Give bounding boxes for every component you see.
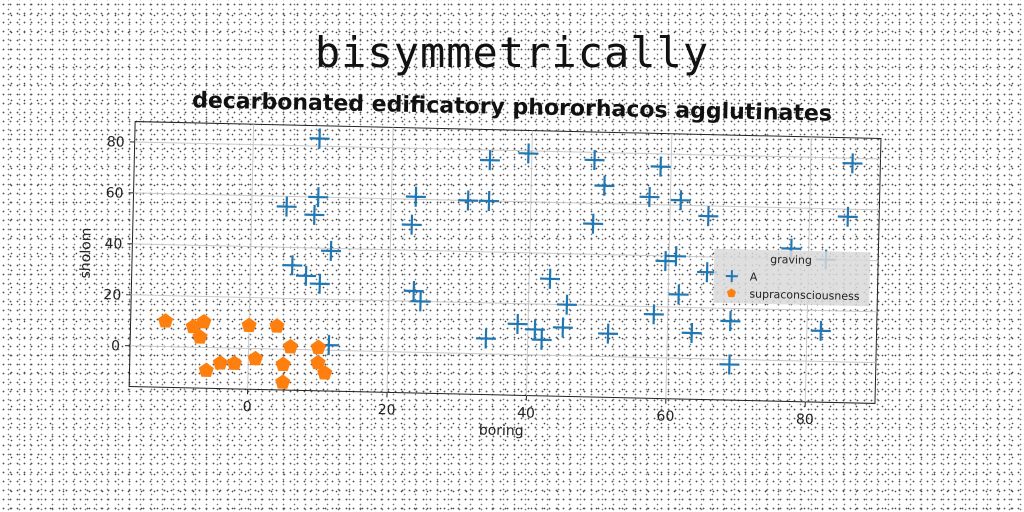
series-a-point	[320, 240, 341, 261]
series-a-point	[552, 317, 573, 338]
series-a-point	[698, 206, 719, 227]
y-tick-label: 20	[103, 287, 121, 303]
legend-title: graving	[770, 253, 812, 267]
series-a-point	[295, 265, 317, 286]
series-supraconsciousness-point	[212, 355, 228, 370]
series-a-point	[304, 204, 325, 225]
series-supraconsciousness-point	[317, 365, 333, 380]
y-tick-label: 40	[104, 236, 122, 252]
series-supraconsciousness-point	[226, 355, 242, 370]
x-grid-line	[525, 130, 533, 396]
series-supraconsciousness-point	[185, 318, 201, 334]
x-grid-line	[665, 133, 673, 399]
series-a-point	[810, 320, 831, 341]
series-a-point	[719, 354, 740, 375]
series-supraconsciousness	[157, 313, 333, 389]
x-grid-line	[247, 124, 255, 390]
legend-label: supraconsciousness	[749, 288, 860, 304]
y-grid-line	[133, 192, 880, 211]
series-a-point	[405, 186, 426, 207]
series-a-point	[842, 153, 863, 174]
series-a-point	[401, 214, 422, 235]
series-a-point	[524, 319, 545, 340]
series-supraconsciousness-point	[157, 313, 174, 328]
legend-marker-a	[725, 270, 738, 283]
x-tick-label: 60	[656, 408, 674, 424]
series-a-point	[531, 329, 552, 350]
series-supraconsciousness-point	[241, 317, 257, 333]
series-a-point	[668, 284, 689, 305]
series-a-point	[410, 291, 431, 312]
x-axis-ticks: 0 20 40 60 80	[243, 389, 814, 428]
x-tick-label: 20	[378, 402, 396, 418]
series-a-point	[539, 268, 561, 289]
series-a-point	[666, 246, 687, 267]
series-a-point	[697, 262, 718, 283]
series-a-point	[584, 150, 605, 171]
series-supraconsciousness-point	[198, 362, 214, 377]
series-supraconsciousness-point	[196, 313, 212, 329]
y-grid-line	[131, 294, 878, 313]
series-a-point	[309, 273, 330, 294]
series-a-point	[837, 206, 858, 227]
y-tick-label: 80	[107, 134, 125, 150]
legend-box	[713, 248, 871, 307]
y-tick-label: 60	[106, 185, 124, 201]
series-supraconsciousness-point	[247, 350, 263, 366]
series-a-point	[403, 280, 424, 302]
series-supraconsciousness-point	[275, 374, 291, 389]
series-a-point	[518, 143, 539, 164]
x-tick-label: 80	[796, 412, 814, 428]
series-a-point	[720, 311, 741, 332]
y-axis-label: sholom	[78, 227, 95, 278]
series-supraconsciousness-point	[269, 318, 285, 333]
y-tick-label: 0	[111, 338, 120, 354]
series-a-point	[507, 313, 528, 334]
y-grid-line	[130, 345, 876, 364]
series-supraconsciousness-point	[275, 356, 291, 372]
legend-label: A	[750, 271, 758, 284]
grid-lines	[130, 124, 881, 402]
series-a-point	[639, 186, 660, 207]
series-a-point	[643, 304, 664, 325]
series-supraconsciousness-point	[192, 329, 208, 344]
series-a-point	[655, 251, 676, 272]
series-a-point	[583, 213, 604, 234]
series-a-point	[308, 187, 329, 208]
plot-frame	[128, 121, 882, 404]
x-grid-line	[386, 127, 394, 393]
series-a-point	[681, 322, 702, 344]
series-supraconsciousness-point	[282, 338, 299, 354]
series-a-point	[458, 190, 479, 211]
series-a-point	[479, 150, 500, 171]
series-a-point	[594, 175, 615, 196]
series-a-point	[650, 156, 671, 177]
series-a-point	[309, 128, 330, 149]
data-marks	[157, 128, 863, 389]
series-supraconsciousness-point	[310, 354, 326, 370]
y-grid-line	[134, 141, 881, 160]
series-A	[276, 128, 863, 375]
chart-title: bisymmetrically	[314, 28, 710, 77]
y-axis-ticks: 0 20 40 60 80	[103, 134, 135, 355]
series-a-point	[598, 323, 619, 344]
series-a-point	[670, 190, 691, 211]
series-a-point	[282, 255, 303, 276]
plot-area: 0 20 40 60 80 0 20 40 60 80 boring sholom gravin…	[78, 121, 882, 439]
series-a-point	[478, 190, 500, 211]
legend-marker-supraconsciousness	[726, 288, 737, 298]
series-a-point	[475, 328, 496, 349]
series-a-point	[556, 294, 577, 315]
series-supraconsciousness-point	[310, 339, 327, 355]
x-tick-label: 0	[243, 399, 252, 415]
series-a-point	[276, 196, 297, 217]
x-axis-label: boring	[479, 422, 524, 439]
x-tick-label: 40	[517, 405, 535, 421]
